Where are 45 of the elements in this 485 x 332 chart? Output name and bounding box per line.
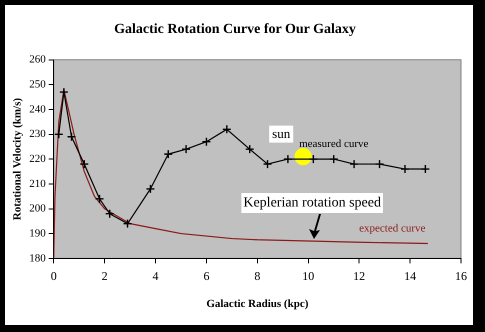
point	[376, 160, 384, 168]
point	[68, 132, 76, 141]
point	[294, 148, 312, 166]
point	[350, 160, 358, 168]
x-tick-label: 2	[102, 268, 108, 283]
x-tick-label: 10	[302, 268, 314, 283]
y-tick-label: 250	[29, 78, 46, 91]
point	[222, 125, 231, 134]
y-tick-label: 180	[29, 252, 46, 264]
y-tick-label: 230	[29, 128, 46, 140]
point	[202, 138, 210, 146]
y-tick-label: 220	[29, 152, 46, 165]
series-label: expected curve	[359, 222, 426, 234]
x-tick-label: 12	[353, 268, 366, 283]
y-tick-label: 210	[29, 178, 46, 190]
x-axis-title: Galactic Radius (kpc)	[206, 298, 309, 310]
point	[284, 155, 292, 164]
y-tick-label: 260	[29, 54, 46, 66]
point	[182, 145, 190, 154]
point	[106, 210, 114, 218]
series-label: measured curve	[299, 138, 368, 150]
chart-title: Galactic Rotation Curve for Our Galaxy	[114, 22, 356, 38]
point	[124, 220, 132, 228]
point	[96, 194, 104, 203]
x-tick-label: 0	[50, 268, 57, 283]
point	[146, 184, 154, 193]
y-tick-label: 190	[29, 227, 46, 240]
x-tick-label: 8	[254, 268, 260, 283]
x-tick-label: 14	[404, 268, 416, 283]
y-tick-label: 240	[29, 103, 46, 116]
point	[54, 130, 63, 138]
annotation: sun	[272, 126, 291, 142]
x-tick-label: 6	[203, 268, 210, 283]
point	[309, 155, 318, 164]
point	[330, 155, 338, 164]
point	[164, 150, 172, 158]
point	[246, 145, 254, 154]
x-tick-label: 16	[455, 268, 467, 283]
point	[80, 160, 88, 168]
point	[264, 160, 272, 168]
annotation: Keplerian rotation speed	[243, 196, 381, 211]
x-tick-label: 4	[152, 268, 159, 283]
y-tick-label: 200	[29, 202, 46, 215]
y-axis-title: Rotational Velocity (km/s)	[11, 98, 24, 220]
point	[421, 165, 430, 174]
